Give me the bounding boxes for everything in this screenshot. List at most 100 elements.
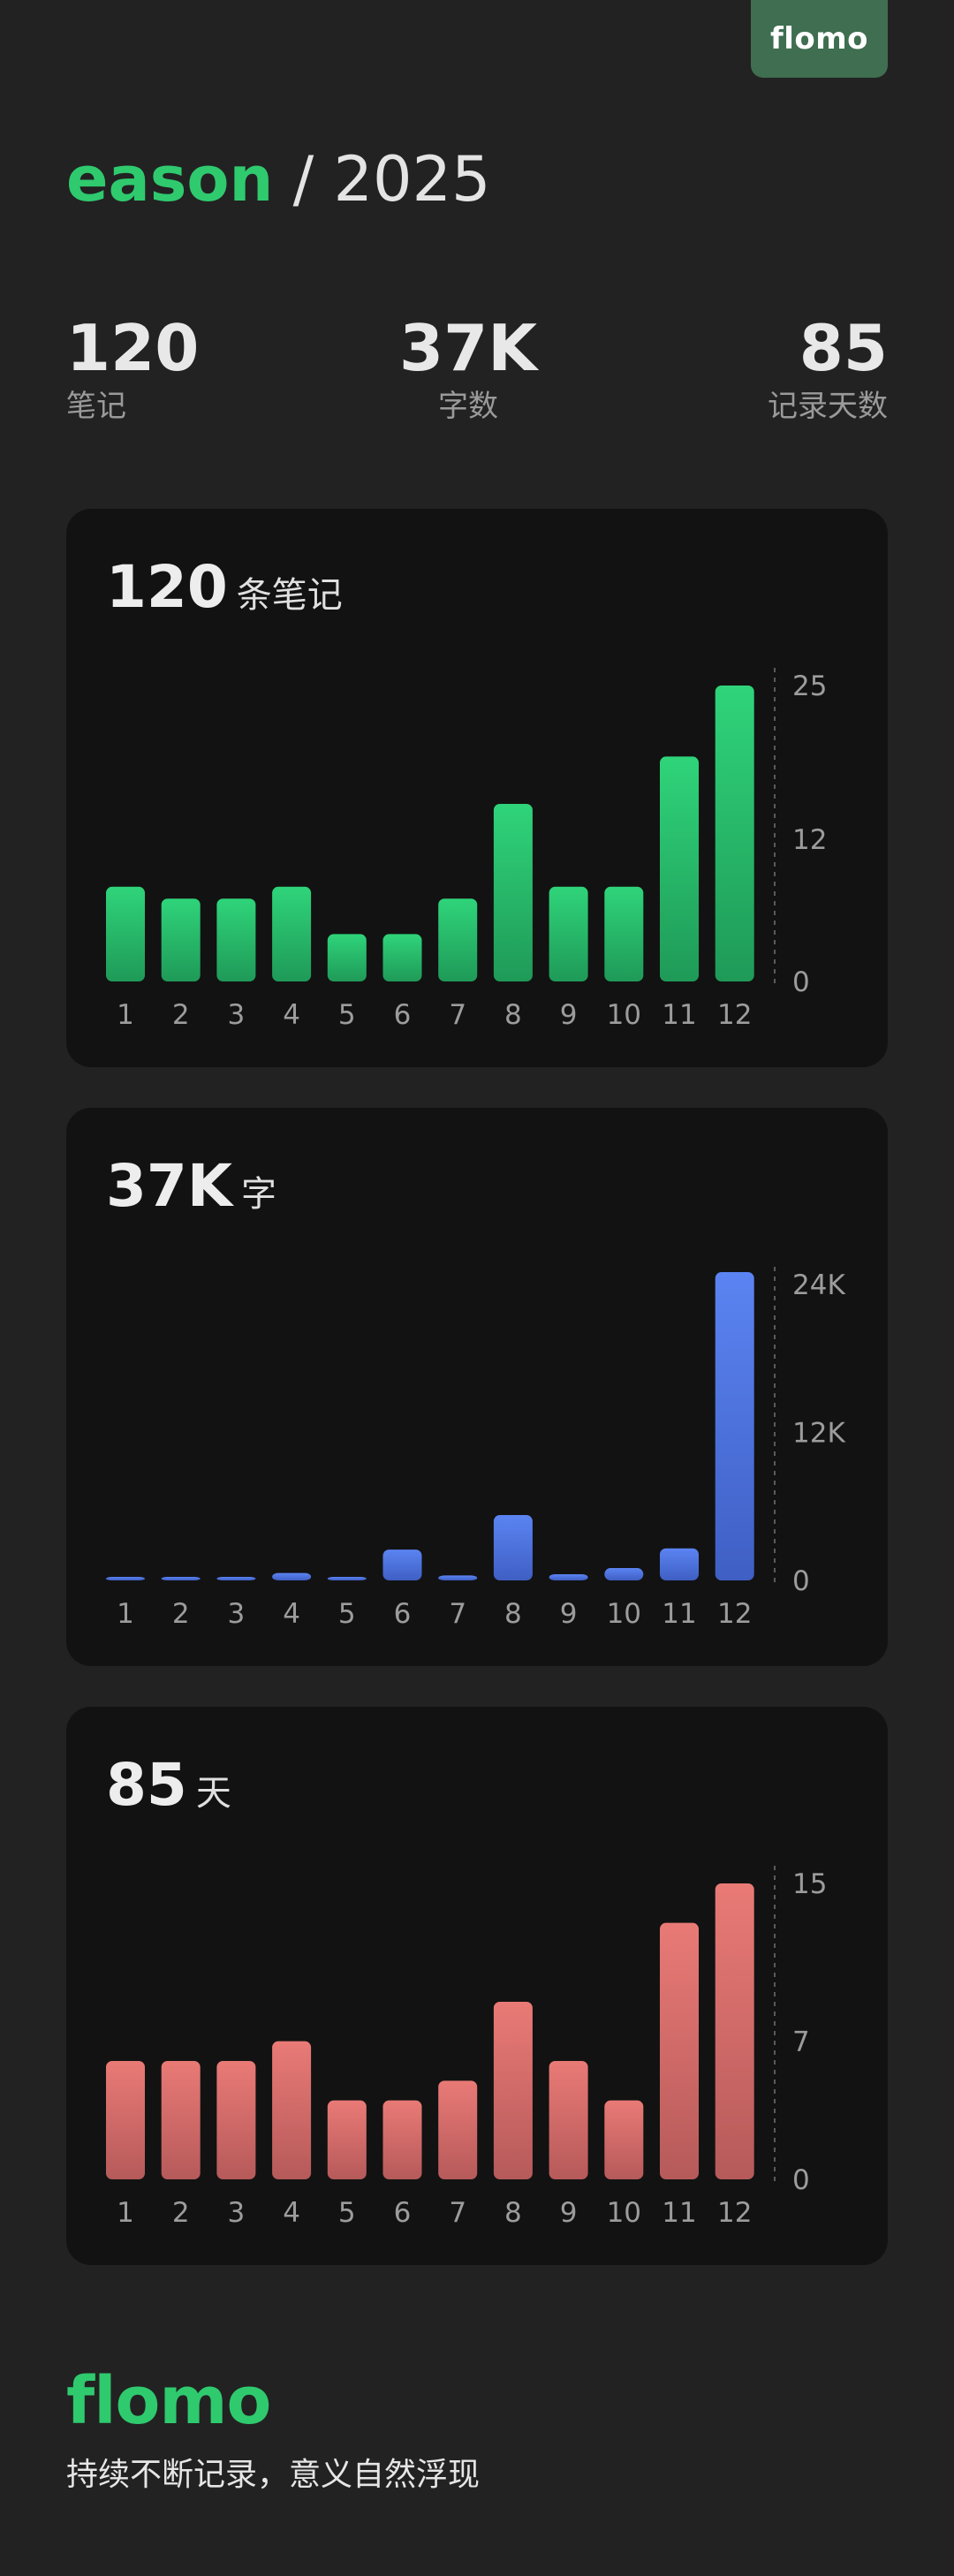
bar-month-1 — [106, 886, 145, 981]
stat-days-value: 85 — [799, 311, 888, 385]
days-chart-title: 85 天 — [106, 1751, 231, 1819]
x-tick-label: 5 — [338, 1598, 356, 1630]
x-tick-label: 7 — [449, 999, 466, 1031]
x-tick-label: 1 — [117, 1598, 134, 1630]
bar-month-10 — [604, 1568, 644, 1580]
bar-month-5 — [327, 934, 367, 981]
flomo-logo: flomo — [66, 2363, 271, 2439]
x-tick-label: 1 — [117, 2197, 134, 2229]
x-tick-label: 6 — [394, 999, 412, 1031]
bar-month-11 — [660, 1922, 699, 2179]
notes-chart-card: 120 条笔记 1 2 3 4 5 6 7 8 9 10 11 12 0 12 25 — [66, 509, 888, 1067]
bar-month-9 — [549, 886, 588, 981]
bar-month-7 — [438, 2080, 478, 2179]
bar-month-2 — [161, 2061, 201, 2179]
days-chart-title-unit: 天 — [195, 1773, 231, 1814]
x-tick-label: 3 — [228, 2197, 246, 2229]
x-tick-label: 2 — [172, 1598, 190, 1630]
stat-notes-value: 120 — [66, 311, 200, 385]
bar-month-4 — [272, 1572, 312, 1580]
y-tick-label: 7 — [792, 2027, 810, 2058]
stat-notes: 120 笔记 — [66, 309, 199, 426]
bar-month-2 — [161, 1577, 201, 1580]
bar-month-1 — [106, 2061, 145, 2179]
bar-month-6 — [382, 934, 422, 981]
title-separator: / — [292, 143, 314, 216]
x-tick-label: 8 — [504, 1598, 522, 1630]
x-tick-label: 9 — [560, 999, 578, 1031]
x-tick-label: 7 — [449, 1598, 466, 1630]
x-tick-label: 3 — [228, 999, 246, 1031]
bar-month-5 — [327, 2100, 367, 2179]
x-tick-label: 12 — [717, 1598, 752, 1630]
days-chart-title-value: 85 — [106, 1751, 187, 1819]
y-tick-label: 0 — [792, 1565, 810, 1597]
x-tick-label: 4 — [283, 2197, 300, 2229]
y-tick-label: 25 — [792, 671, 827, 702]
x-tick-label: 8 — [504, 2197, 522, 2229]
stat-notes-label: 笔记 — [66, 389, 126, 424]
words-chart-title-value: 37K — [106, 1152, 232, 1220]
bar-month-2 — [161, 898, 201, 981]
bar-month-8 — [493, 2002, 533, 2179]
bar-month-3 — [216, 898, 256, 981]
x-tick-label: 10 — [607, 999, 641, 1031]
bar-month-4 — [272, 886, 312, 981]
notes-chart-title: 120 条笔记 — [106, 553, 343, 621]
x-tick-label: 12 — [717, 999, 752, 1031]
stat-words-value: 37K — [399, 311, 537, 385]
stat-days-label: 记录天数 — [768, 389, 888, 424]
x-tick-label: 2 — [172, 2197, 190, 2229]
y-tick-label: 24K — [792, 1269, 845, 1301]
x-tick-label: 6 — [394, 2197, 412, 2229]
bar-month-11 — [660, 1548, 699, 1580]
bar-month-9 — [549, 1574, 588, 1580]
bar-month-12 — [715, 1883, 754, 2179]
bar-month-3 — [216, 1577, 256, 1580]
year: 2025 — [333, 143, 491, 216]
flomo-badge: flomo — [751, 0, 888, 78]
x-tick-label: 1 — [117, 999, 134, 1031]
days-chart-card: 85 天 1 2 3 4 5 6 7 8 9 10 11 12 0 7 15 — [66, 1707, 888, 2265]
x-tick-label: 12 — [717, 2197, 752, 2229]
x-tick-label: 11 — [662, 999, 696, 1031]
page-title: eason / 2025 — [66, 140, 491, 219]
words-chart-title-unit: 字 — [241, 1174, 276, 1215]
bar-month-8 — [493, 804, 533, 981]
footer-slogan: 持续不断记录，意义自然浮现 — [66, 2457, 481, 2493]
x-tick-label: 4 — [283, 999, 300, 1031]
stat-words-label: 字数 — [438, 389, 498, 424]
bar-month-10 — [604, 2100, 644, 2179]
bar-month-7 — [438, 898, 478, 981]
bar-month-9 — [549, 2061, 588, 2179]
x-tick-label: 3 — [228, 1598, 246, 1630]
x-tick-label: 4 — [283, 1598, 300, 1630]
x-tick-label: 7 — [449, 2197, 466, 2229]
x-tick-label: 11 — [662, 2197, 696, 2229]
stat-days: 85 记录天数 — [768, 309, 888, 426]
x-tick-label: 5 — [338, 999, 356, 1031]
stat-words: 37K 字数 — [380, 309, 556, 426]
bar-month-11 — [660, 756, 699, 981]
bar-month-1 — [106, 1577, 145, 1580]
x-tick-label: 2 — [172, 999, 190, 1031]
bar-month-6 — [382, 2100, 422, 2179]
y-tick-label: 0 — [792, 2164, 810, 2196]
bar-month-7 — [438, 1575, 478, 1580]
x-tick-label: 8 — [504, 999, 522, 1031]
words-chart-title: 37K 字 — [106, 1152, 276, 1220]
bar-month-5 — [327, 1577, 367, 1580]
words-chart-card: 37K 字 1 2 3 4 5 6 7 8 9 10 11 12 0 12K 24K — [66, 1108, 888, 1666]
bar-month-12 — [715, 686, 754, 981]
x-tick-label: 9 — [560, 1598, 578, 1630]
bar-month-8 — [493, 1515, 533, 1580]
username: eason — [66, 143, 274, 216]
notes-chart-title-value: 120 — [106, 553, 228, 621]
x-tick-label: 5 — [338, 2197, 356, 2229]
x-tick-label: 11 — [662, 1598, 696, 1630]
y-tick-label: 12 — [792, 824, 827, 856]
bar-month-10 — [604, 886, 644, 981]
